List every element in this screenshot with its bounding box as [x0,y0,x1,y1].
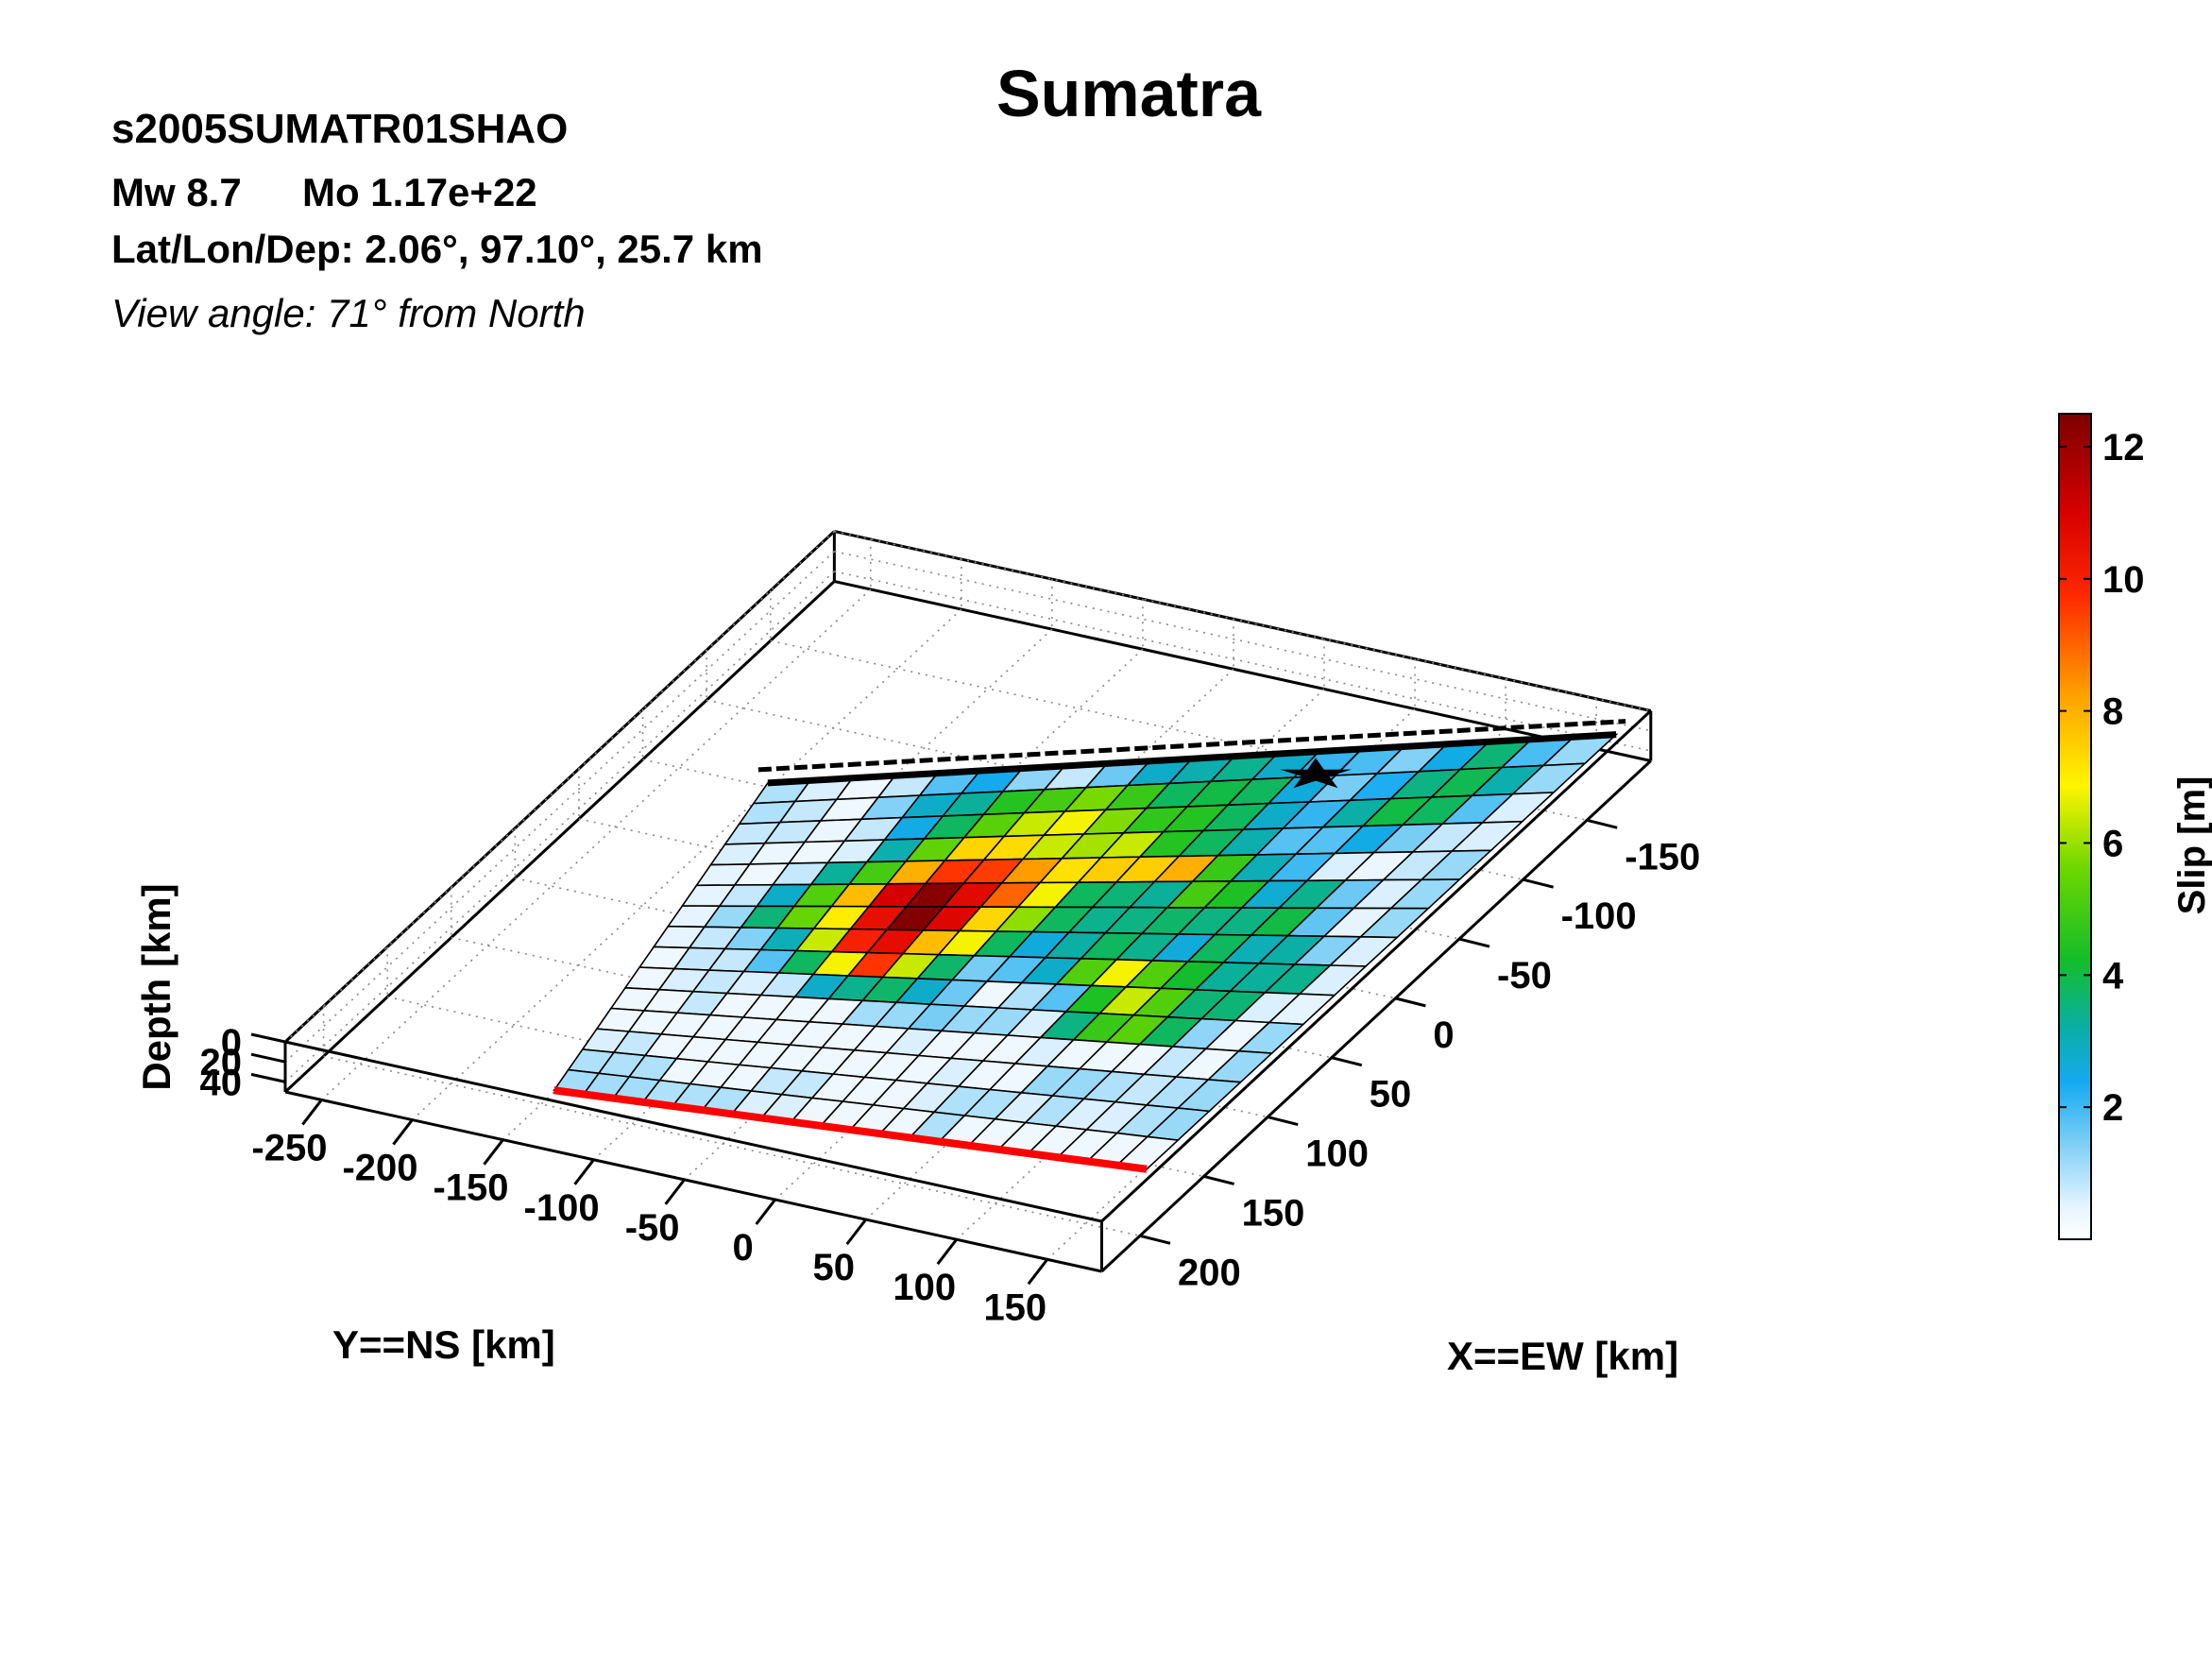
ns-tick-label: 100 [893,1267,956,1308]
depth-tick [250,1072,286,1083]
fault-bottom-edge [553,1086,1148,1173]
ew-tick [1139,1234,1171,1245]
grid-line-depth [834,571,1651,752]
ns-tick [1027,1258,1049,1286]
chart-title: Sumatra [996,57,1262,130]
depth-tick-label: 0 [221,1022,242,1064]
box-edge-front-bottom [284,1090,1102,1273]
ns-tick [301,1099,323,1126]
colorbar-tick-label: 12 [2102,427,2145,469]
ns-tick-label: -200 [342,1148,417,1189]
box-edge-front-top [284,1040,1102,1223]
ns-tick [664,1178,686,1205]
ew-tick-label: -50 [1497,955,1552,997]
fault-slip-plane [553,733,1619,1170]
box-edge-right-bottom [1100,759,1652,1273]
event-id: s2005SUMATR01SHAO [111,106,568,152]
ns-tick-label: 0 [733,1227,754,1269]
colorbar-tick-label: 8 [2102,691,2123,733]
colorbar-ticks: 2 4 6 8 10 12 [2059,427,2145,1129]
depth-tick [250,1052,286,1064]
colorbar-tick-label: 6 [2102,823,2123,864]
ns-tick-label: 50 [812,1247,855,1288]
box-edge-left-top [283,530,836,1044]
slip-cell [1115,1135,1181,1170]
ns-tick-label: 150 [983,1287,1046,1328]
ns-tick [755,1199,776,1225]
ns-tick [845,1218,867,1246]
box-edge-left-bottom [283,580,836,1094]
ns-tick-label: -100 [524,1187,600,1229]
plot-box-front [283,709,1652,1273]
ns-axis-label: Y==NS [km] [332,1322,555,1367]
ns-tick-label: -250 [251,1127,327,1168]
magnitude-label: Mw 8.7 [111,170,242,214]
moment-label: Mo 1.17e+22 [302,170,537,214]
colorbar-label: Slip [m] [2171,776,2212,915]
ns-tick [392,1118,414,1146]
depth-tick-label: 20 [200,1042,243,1083]
depth-axis-label: Depth [km] [134,883,179,1090]
ns-tick-label: -150 [433,1167,508,1209]
ns-axis-ticks: -250 -200 -150 -100 -50 0 50 100 150 [251,1099,1049,1328]
ns-tick [936,1238,958,1266]
ns-tick-label: -50 [625,1207,680,1249]
ew-tick-label: -100 [1561,895,1637,937]
colorbar-tick-label: 10 [2102,559,2145,601]
ew-tick [1395,997,1426,1008]
ns-tick [573,1158,595,1185]
ew-tick-label: 100 [1305,1133,1369,1175]
ew-tick [1458,937,1490,948]
ew-tick [1331,1056,1363,1067]
grid-line-ew [323,1055,1141,1237]
fault-edges [553,719,1626,1173]
ew-tick [1267,1116,1299,1127]
ew-tick-label: 150 [1242,1192,1305,1234]
view-angle-label: View angle: 71° from North [111,291,586,335]
hypocenter-star-icon [1280,758,1352,789]
ew-tick-label: 50 [1370,1074,1412,1116]
box-edge-back-bottom [834,580,1652,762]
colorbar [2058,413,2092,1240]
grid-line-depth [834,550,1651,732]
ew-tick [1586,818,1618,829]
grid-line-depth [834,530,1651,712]
ew-tick-label: 0 [1433,1014,1454,1056]
colorbar-tick-label: 4 [2102,955,2124,997]
ew-tick-label: -150 [1625,836,1700,878]
box-edge-right-top [1100,709,1652,1223]
ew-tick [1523,878,1554,889]
ew-axis-label: X==EW [km] [1447,1334,1678,1378]
ns-tick [483,1138,504,1166]
fault-top-trace [757,719,1626,773]
depth-tick [250,1032,286,1044]
location-label: Lat/Lon/Dep: 2.06°, 97.10°, 25.7 km [111,227,763,271]
hypocenter-star [1280,758,1352,789]
depth-tick-label: 40 [200,1062,243,1103]
ew-tick [1203,1174,1234,1185]
colorbar-tick-label: 2 [2102,1087,2123,1129]
fault-top-edge [767,731,1617,787]
ew-tick-label: 200 [1178,1252,1241,1293]
